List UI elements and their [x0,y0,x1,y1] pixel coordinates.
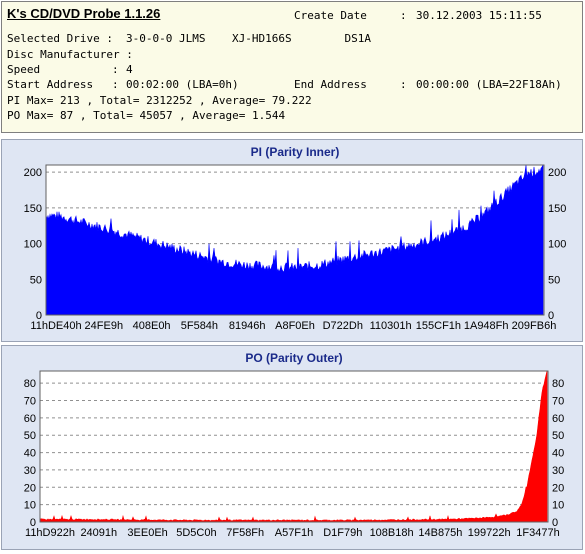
po-xtick: 108B18h [370,527,414,539]
po-xtick: 24091h [80,527,117,539]
app-title: K's CD/DVD Probe 1.1.26 [7,6,161,21]
po-xtick: 5D5C0h [176,527,216,539]
pi-xtick: 155CF1h [416,320,461,332]
end-address-value: 00:00:00 (LBA=22F18Ah) [416,78,562,91]
pi-ytick-left: 100 [24,239,42,251]
pi-xtick: A8F0Eh [275,320,315,332]
pi-xtick: 24FE9h [85,320,124,332]
selected-drive-value: 3-0-0-0 JLMS XJ-HD166S DS1A [126,32,372,45]
pi-xtick: 1A948Fh [464,320,509,332]
po-ytick-right: 30 [552,465,564,477]
po-ytick-left: 20 [24,482,36,494]
po-ytick-right: 80 [552,378,564,390]
po-ytick-right: 20 [552,482,564,494]
po-series-area [39,370,548,523]
po-xtick: A57F1h [275,527,314,539]
speed-colon: : [112,63,119,76]
create-date-colon: : [400,9,407,22]
pi-ytick-left: 50 [30,274,42,286]
po-ytick-left: 10 [24,500,36,512]
create-date-label: Create Date [294,9,367,22]
po-xtick: 3EE0Eh [127,527,167,539]
po-series-path [39,370,548,523]
pi-ytick-right: 150 [548,203,566,215]
pi-xtick: 408E0h [133,320,171,332]
pi-xtick: 81946h [229,320,266,332]
po-ytick-right: 0 [552,517,558,529]
pi-xtick: 209FB6h [512,320,557,332]
start-address-colon: : [112,78,119,91]
pi-summary: PI Max= 213 , Total= 2312252 , Average= … [7,94,312,107]
end-address-label: End Address [294,78,367,91]
po-ytick-left: 50 [24,430,36,442]
pi-plot-frame [45,164,545,316]
speed-label: Speed [7,63,41,76]
po-chart: PO (Parity Outer) 0 0 10 10 20 20 30 30 40 40 50 50 6… [24,351,565,539]
info-header: K's CD/DVD Probe 1.1.26 Create Date : 30… [1,1,583,133]
po-ytick-left: 40 [24,448,36,460]
selected-drive-label: Selected Drive : [7,32,113,45]
po-chart-panel: PO (Parity Outer) 0 0 10 10 20 20 30 30 40 40 50 50 6… [1,345,583,550]
pi-xtick: 110301h [370,320,412,332]
po-xtick: 199722h [468,527,511,539]
po-summary: PO Max= 87 , Total= 45057 , Average= 1.5… [7,109,286,122]
po-ytick-left: 60 [24,413,36,425]
pi-series-area [45,164,544,316]
create-date-value: 30.12.2003 15:11:55 [416,9,542,22]
po-ytick-right: 40 [552,448,564,460]
po-xtick: 7F58Fh [226,527,264,539]
start-address-label: Start Address [7,78,94,91]
po-ytick-left: 70 [24,396,36,408]
pi-series-path [45,164,544,316]
pi-ytick-left: 0 [36,310,42,322]
pi-xtick: 5F584h [181,320,218,332]
pi-chart: PI (Parity Inner) 0 0 50 50 100 100 150 150 200 20… [24,145,567,332]
po-ytick-left: 30 [24,465,36,477]
po-xtick: D1F79h [323,527,362,539]
po-ytick-right: 10 [552,500,564,512]
start-address-value: 00:02:00 (LBA=0h) [126,78,239,91]
end-address-colon: : [400,78,407,91]
pi-ytick-right: 0 [548,310,554,322]
po-ytick-right: 70 [552,396,564,408]
pi-ytick-left: 150 [24,203,42,215]
pi-ytick-left: 200 [24,167,42,179]
po-chart-title: PO (Parity Outer) [245,351,342,365]
pi-xtick: D722Dh [323,320,363,332]
po-xtick: 14B875h [418,527,462,539]
pi-xtick: 11hDE40h [30,320,81,332]
pi-ytick-right: 50 [548,274,560,286]
po-ytick-right: 60 [552,413,564,425]
pi-chart-panel: PI (Parity Inner) 0 0 50 50 100 100 150 150 200 20… [1,139,583,342]
pi-ytick-right: 100 [548,239,566,251]
pi-ytick-right: 200 [548,167,566,179]
po-ytick-left: 80 [24,378,36,390]
pi-chart-title: PI (Parity Inner) [251,145,340,159]
po-ytick-left: 0 [30,517,36,529]
po-plot-area [39,370,549,523]
po-plot-frame [39,370,549,523]
disc-manufacturer-label: Disc Manufacturer : [7,48,133,61]
po-xtick: 1F3477h [516,527,559,539]
po-ytick-right: 50 [552,430,564,442]
speed-value: 4 [126,63,133,76]
po-xtick: 11hD922h [25,527,75,539]
